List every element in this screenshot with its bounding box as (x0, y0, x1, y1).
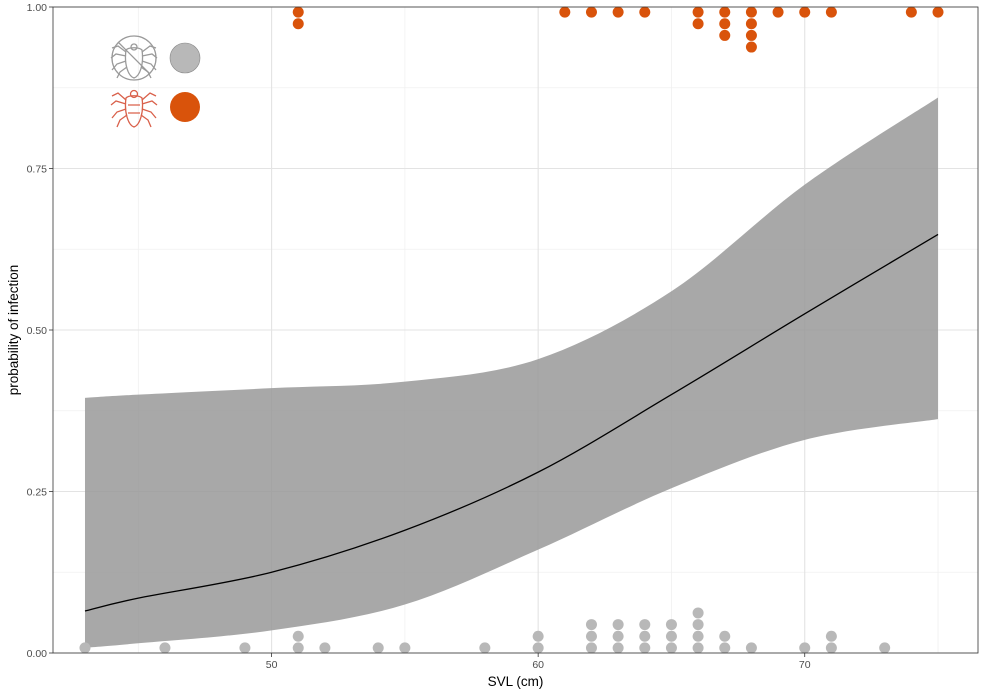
point-uninfected (612, 642, 624, 654)
tick-icon (110, 89, 158, 128)
point-infected (745, 29, 757, 41)
x-axis: 50 60 70 (266, 653, 811, 671)
point-infected (799, 6, 811, 18)
y-axis: 0.00 0.25 0.50 0.75 1.00 (27, 2, 53, 660)
point-uninfected (692, 619, 704, 631)
x-tick-label: 50 (266, 659, 278, 671)
y-tick-label: 0.75 (27, 163, 48, 175)
legend-marker-uninfected (169, 42, 201, 74)
point-uninfected (665, 630, 677, 642)
point-uninfected (372, 642, 384, 654)
point-uninfected (159, 642, 171, 654)
legend (110, 35, 201, 128)
point-uninfected (825, 642, 837, 654)
point-uninfected (692, 607, 704, 619)
point-infected (692, 6, 704, 18)
point-uninfected (639, 642, 651, 654)
crossed-out-tick-icon (110, 35, 158, 81)
point-uninfected (825, 630, 837, 642)
point-uninfected (639, 630, 651, 642)
point-uninfected (319, 642, 331, 654)
point-uninfected (719, 630, 731, 642)
y-tick-label: 0.25 (27, 486, 48, 498)
point-uninfected (639, 619, 651, 631)
point-uninfected (612, 630, 624, 642)
data-points (79, 6, 944, 654)
point-infected (692, 18, 704, 30)
point-uninfected (399, 642, 411, 654)
point-infected (745, 6, 757, 18)
point-uninfected (879, 642, 891, 654)
point-uninfected (585, 642, 597, 654)
point-infected (772, 6, 784, 18)
point-infected (745, 18, 757, 30)
point-infected (932, 6, 944, 18)
confidence-band (84, 97, 939, 648)
point-uninfected (532, 630, 544, 642)
y-tick-label: 1.00 (27, 2, 48, 14)
point-uninfected (479, 642, 491, 654)
point-uninfected (719, 642, 731, 654)
point-uninfected (692, 630, 704, 642)
point-uninfected (79, 642, 91, 654)
legend-marker-infected (170, 92, 200, 122)
point-uninfected (665, 619, 677, 631)
point-infected (745, 41, 757, 53)
point-infected (612, 6, 624, 18)
point-uninfected (532, 642, 544, 654)
y-tick-label: 0.50 (27, 325, 48, 337)
point-infected (905, 6, 917, 18)
x-tick-label: 60 (532, 659, 544, 671)
point-uninfected (239, 642, 251, 654)
y-tick-label: 0.00 (27, 648, 48, 660)
y-axis-title: probability of infection (6, 265, 21, 396)
x-tick-label: 70 (799, 659, 811, 671)
point-uninfected (665, 642, 677, 654)
point-infected (292, 6, 304, 18)
x-axis-title: SVL (cm) (488, 674, 544, 689)
point-uninfected (292, 630, 304, 642)
point-infected (719, 6, 731, 18)
point-infected (825, 6, 837, 18)
point-uninfected (292, 642, 304, 654)
point-uninfected (585, 619, 597, 631)
point-infected (292, 18, 304, 30)
point-uninfected (692, 642, 704, 654)
point-infected (639, 6, 651, 18)
point-infected (719, 18, 731, 30)
point-infected (585, 6, 597, 18)
point-uninfected (585, 630, 597, 642)
point-uninfected (799, 642, 811, 654)
point-infected (559, 6, 571, 18)
point-infected (719, 29, 731, 41)
fitted-curve (84, 233, 939, 612)
point-uninfected (612, 619, 624, 631)
point-uninfected (745, 642, 757, 654)
